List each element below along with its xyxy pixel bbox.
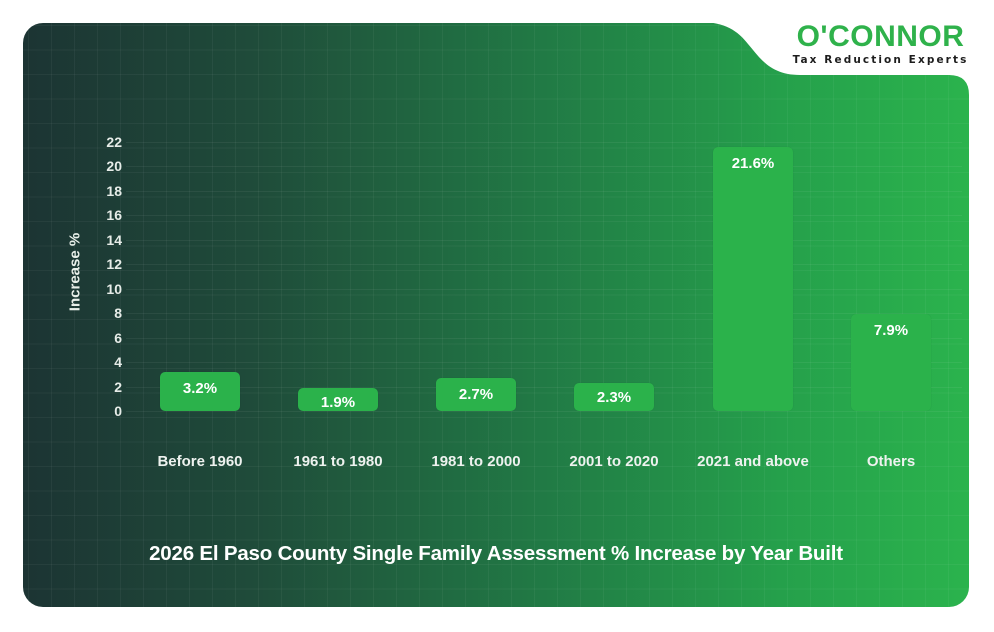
gridline — [126, 264, 962, 266]
y-tick-label: 20 — [106, 158, 122, 175]
gridline — [126, 313, 962, 315]
gridline — [126, 166, 962, 168]
bar: 3.2% — [160, 371, 240, 411]
y-tick-label: 4 — [114, 354, 122, 371]
gridline — [126, 337, 962, 339]
bar-value-label: 3.2% — [182, 379, 218, 397]
bar-value-label: 1.9% — [320, 393, 356, 411]
gridline — [126, 288, 962, 290]
bar-value-label: 21.6% — [731, 154, 775, 172]
gridline — [126, 411, 962, 412]
x-category-label: 1961 to 1980 — [293, 453, 383, 470]
bar-value-label: 2.3% — [596, 388, 632, 406]
bar: 2.7% — [436, 377, 516, 411]
gridline — [126, 239, 962, 241]
bar: 1.9% — [298, 387, 378, 411]
x-category-label: 2001 to 2020 — [569, 453, 659, 470]
y-tick-label: 8 — [114, 305, 122, 322]
y-tick-label: 0 — [114, 403, 122, 419]
x-category-label: Others — [866, 453, 916, 470]
gridline — [126, 190, 962, 192]
y-tick-label: 14 — [106, 231, 122, 248]
y-tick-label: 2 — [114, 378, 122, 395]
y-tick-label: 10 — [106, 280, 122, 297]
gridline — [126, 142, 962, 143]
y-tick-label: 16 — [106, 207, 122, 224]
y-tick-label: 12 — [106, 256, 122, 273]
x-category-label: 1981 to 2000 — [431, 453, 521, 470]
chart-card — [23, 23, 969, 607]
brand-logo: O'CONNOR Tax Reduction Experts — [788, 22, 973, 67]
bar-value-label: 7.9% — [873, 322, 909, 340]
gridline — [126, 215, 962, 217]
gridline — [126, 386, 962, 388]
background-grid — [23, 23, 969, 607]
chart-title: 2026 El Paso County Single Family Assess… — [149, 542, 843, 565]
y-tick-label: 6 — [114, 329, 122, 346]
brand-name: O'CONNOR — [796, 20, 965, 53]
brand-tagline: Tax Reduction Experts — [792, 54, 969, 66]
y-tick-label: 18 — [106, 182, 122, 199]
y-axis-title: Increase % — [66, 232, 84, 312]
bar: 2.3% — [574, 382, 654, 411]
x-category-label: Before 1960 — [157, 453, 243, 470]
bar: 21.6% — [713, 146, 793, 411]
gridline — [126, 362, 962, 364]
bar-value-label: 2.7% — [458, 385, 494, 403]
x-category-label: 2021 and above — [697, 453, 809, 470]
y-tick-label: 22 — [106, 134, 122, 150]
bar: 7.9% — [851, 314, 931, 411]
